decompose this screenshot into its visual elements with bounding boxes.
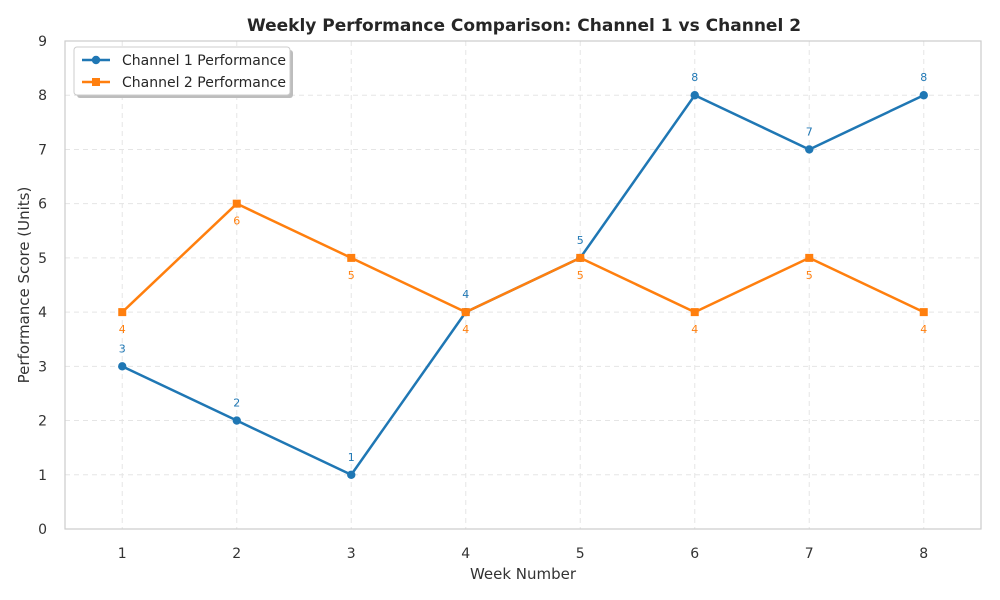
data-label: 4: [462, 288, 469, 301]
legend-marker: [91, 55, 101, 65]
series-2-point: [461, 308, 470, 317]
y-tick-label: 5: [38, 251, 47, 267]
x-tick-label: 7: [805, 546, 814, 562]
y-tick-label: 7: [38, 142, 47, 158]
series-2-point: [576, 253, 585, 262]
data-label: 8: [920, 71, 927, 84]
legend-item-1: Channel 1 Performance: [82, 53, 286, 69]
data-label: 8: [691, 71, 698, 84]
x-axis-ticks: 1 2 3 4 5 6 7 8: [118, 546, 928, 562]
y-tick-label: 6: [38, 197, 47, 213]
data-label: 2: [233, 397, 240, 410]
x-tick-label: 1: [118, 546, 127, 562]
data-label: 4: [691, 323, 698, 336]
legend-item-2: Channel 2 Performance: [82, 75, 286, 91]
series-2-point: [919, 308, 928, 317]
x-tick-label: 5: [576, 546, 585, 562]
series-1-point: [805, 145, 814, 154]
x-tick-label: 4: [461, 546, 470, 562]
data-label: 4: [119, 323, 126, 336]
y-tick-label: 2: [38, 414, 47, 430]
legend-label: Channel 2 Performance: [122, 75, 286, 91]
series-2-point: [690, 308, 699, 317]
legend: Channel 1 Performance Channel 2 Performan…: [73, 46, 293, 98]
y-axis-ticks: 0 1 2 3 4 5 6 7 8 9: [38, 34, 47, 538]
y-tick-label: 9: [38, 34, 47, 50]
y-tick-label: 8: [38, 88, 47, 104]
data-label: 7: [806, 125, 813, 138]
x-tick-label: 8: [919, 546, 928, 562]
series-2-point: [347, 253, 356, 262]
data-label: 5: [806, 269, 813, 282]
chart-title: Weekly Performance Comparison: Channel 1…: [247, 16, 801, 36]
x-axis-label: Week Number: [470, 565, 577, 583]
legend-box: [73, 46, 291, 96]
data-label: 4: [462, 323, 469, 336]
series-2-point: [805, 253, 814, 262]
series-1-point: [118, 362, 127, 371]
x-tick-label: 3: [347, 546, 356, 562]
data-label: 3: [119, 342, 126, 355]
series-1-point: [690, 91, 699, 100]
plot-area: [64, 40, 982, 530]
series-2-point: [118, 308, 127, 317]
y-tick-label: 0: [38, 522, 47, 538]
legend-label: Channel 1 Performance: [122, 53, 286, 69]
data-label: 1: [348, 451, 355, 464]
series-2-line: [121, 202, 925, 314]
series-2: 4 6 5 4 5 4 5 4: [118, 199, 928, 336]
grid: [65, 41, 981, 529]
y-tick-label: 4: [38, 305, 47, 321]
data-label: 6: [233, 215, 240, 228]
series-1-point: [347, 470, 356, 479]
data-label: 5: [348, 269, 355, 282]
y-tick-label: 3: [38, 359, 47, 375]
data-label: 5: [577, 269, 584, 282]
legend-marker: [92, 78, 100, 86]
series-2-point: [232, 199, 241, 208]
series-layer: 3 2 1 4 5 8 7 8 4 6 5 4 5 4 5 4: [118, 71, 928, 479]
y-tick-label: 1: [38, 468, 47, 484]
series-1-point: [232, 416, 241, 425]
x-tick-label: 2: [232, 546, 241, 562]
data-label: 4: [920, 323, 927, 336]
y-axis-label: Performance Score (Units): [15, 187, 33, 384]
data-label: 5: [577, 234, 584, 247]
x-tick-label: 6: [690, 546, 699, 562]
series-1-point: [919, 91, 928, 100]
